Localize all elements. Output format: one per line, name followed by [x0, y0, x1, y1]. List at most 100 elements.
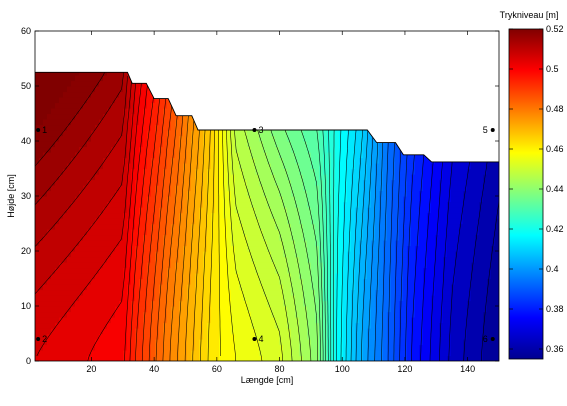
field-cell: [143, 355, 148, 362]
field-cell: [223, 196, 228, 203]
field-cell: [87, 86, 92, 93]
field-cell: [139, 284, 144, 291]
field-cell: [123, 256, 128, 263]
field-cell: [303, 278, 308, 285]
field-cell: [211, 328, 216, 335]
field-cell: [243, 339, 248, 346]
field-cell: [247, 190, 252, 197]
field-cell: [143, 311, 148, 318]
field-cell: [255, 201, 260, 208]
field-cell: [95, 212, 100, 219]
field-cell: [291, 328, 296, 335]
field-cell: [95, 113, 100, 120]
field-cell: [339, 229, 344, 236]
field-cell: [199, 146, 204, 153]
field-cell: [127, 152, 132, 159]
field-cell: [239, 185, 244, 192]
field-cell: [255, 311, 260, 318]
field-cell: [83, 102, 88, 109]
field-cell: [351, 185, 356, 192]
field-cell: [171, 135, 176, 142]
field-cell: [283, 273, 288, 280]
field-cell: [347, 141, 352, 148]
field-cell: [147, 333, 152, 340]
field-cell: [331, 163, 336, 170]
field-cell: [207, 251, 212, 258]
field-cell: [211, 350, 216, 357]
field-cell: [311, 295, 316, 302]
field-cell: [355, 328, 360, 335]
field-cell: [159, 245, 164, 252]
field-cell: [275, 234, 280, 241]
field-cell: [43, 333, 48, 340]
field-cell: [191, 190, 196, 197]
field-cell: [343, 163, 348, 170]
field-cell: [207, 141, 212, 148]
field-cell: [271, 251, 276, 258]
field-cell: [291, 278, 296, 285]
field-cell: [83, 223, 88, 230]
field-cell: [127, 234, 132, 241]
field-cell: [279, 190, 284, 197]
field-cell: [171, 163, 176, 170]
field-cell: [343, 267, 348, 274]
field-cell: [303, 300, 308, 307]
field-cell: [107, 201, 112, 208]
field-cell: [267, 300, 272, 307]
field-cell: [283, 355, 288, 362]
field-cell: [159, 267, 164, 274]
field-cell: [255, 344, 260, 351]
field-cell: [103, 218, 108, 225]
field-cell: [59, 168, 64, 175]
field-cell: [123, 179, 128, 186]
field-cell: [155, 201, 160, 208]
field-cell: [343, 130, 348, 137]
field-cell: [247, 229, 252, 236]
field-cell: [103, 190, 108, 197]
field-cell: [239, 157, 244, 164]
field-cell: [335, 333, 340, 340]
field-cell: [187, 317, 192, 324]
field-cell: [135, 234, 140, 241]
field-cell: [167, 146, 172, 153]
field-cell: [79, 251, 84, 258]
field-cell: [319, 317, 324, 324]
field-cell: [195, 135, 200, 142]
field-cell: [171, 256, 176, 263]
field-cell: [319, 295, 324, 302]
field-cell: [235, 201, 240, 208]
field-cell: [363, 130, 368, 137]
field-cell: [299, 130, 304, 137]
field-cell: [359, 174, 364, 181]
field-cell: [155, 223, 160, 230]
field-cell: [167, 201, 172, 208]
field-cell: [191, 141, 196, 148]
field-cell: [51, 311, 56, 318]
field-cell: [259, 256, 264, 263]
field-cell: [223, 267, 228, 274]
field-cell: [79, 262, 84, 269]
field-cell: [111, 278, 116, 285]
field-cell: [43, 251, 48, 258]
field-cell: [143, 163, 148, 170]
field-cell: [299, 234, 304, 241]
field-cell: [47, 350, 52, 357]
field-cell: [103, 339, 108, 346]
field-cell: [115, 207, 120, 214]
field-cell: [87, 163, 92, 170]
field-cell: [171, 295, 176, 302]
field-cell: [159, 113, 164, 120]
field-cell: [39, 75, 44, 82]
field-cell: [59, 80, 64, 87]
field-cell: [147, 289, 152, 296]
field-cell: [135, 344, 140, 351]
field-cell: [183, 333, 188, 340]
field-cell: [299, 179, 304, 186]
field-cell: [95, 179, 100, 186]
field-cell: [63, 284, 68, 291]
field-cell: [111, 333, 116, 340]
field-cell: [43, 152, 48, 159]
field-cell: [147, 124, 152, 131]
field-cell: [259, 295, 264, 302]
field-cell: [339, 130, 344, 137]
